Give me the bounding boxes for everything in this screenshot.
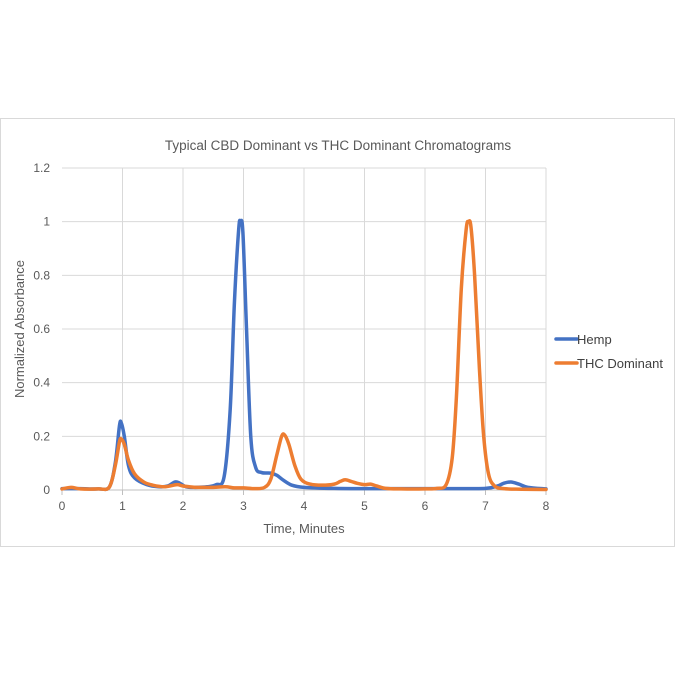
legend-label: Hemp	[577, 332, 612, 347]
y-tick-label: 0.6	[33, 322, 50, 336]
x-tick-label: 4	[301, 499, 308, 513]
y-axis-title: Normalized Absorbance	[12, 260, 27, 398]
x-tick-label: 6	[422, 499, 429, 513]
x-tick-label: 0	[59, 499, 66, 513]
legend: Hemp THC Dominant	[554, 332, 663, 371]
chart-title: Typical CBD Dominant vs THC Dominant Chr…	[165, 138, 512, 153]
x-tick-label: 3	[240, 499, 247, 513]
series-lines	[60, 218, 548, 492]
x-tick-label: 2	[180, 499, 187, 513]
x-axis-title: Time, Minutes	[263, 521, 345, 536]
x-tick-label: 5	[361, 499, 368, 513]
y-tick-label: 0	[43, 483, 50, 497]
y-tick-label: 1.2	[33, 161, 50, 175]
x-tick-label: 1	[119, 499, 126, 513]
y-tick-label: 0.2	[33, 429, 50, 443]
x-tick-label: 7	[482, 499, 489, 513]
x-tick-label: 8	[543, 499, 550, 513]
legend-label: THC Dominant	[577, 356, 663, 371]
y-tick-label: 0.8	[33, 268, 50, 282]
y-tick-label: 0.4	[33, 376, 50, 390]
series-line-thc-dominant	[60, 219, 548, 492]
y-tick-label: 1	[43, 215, 50, 229]
